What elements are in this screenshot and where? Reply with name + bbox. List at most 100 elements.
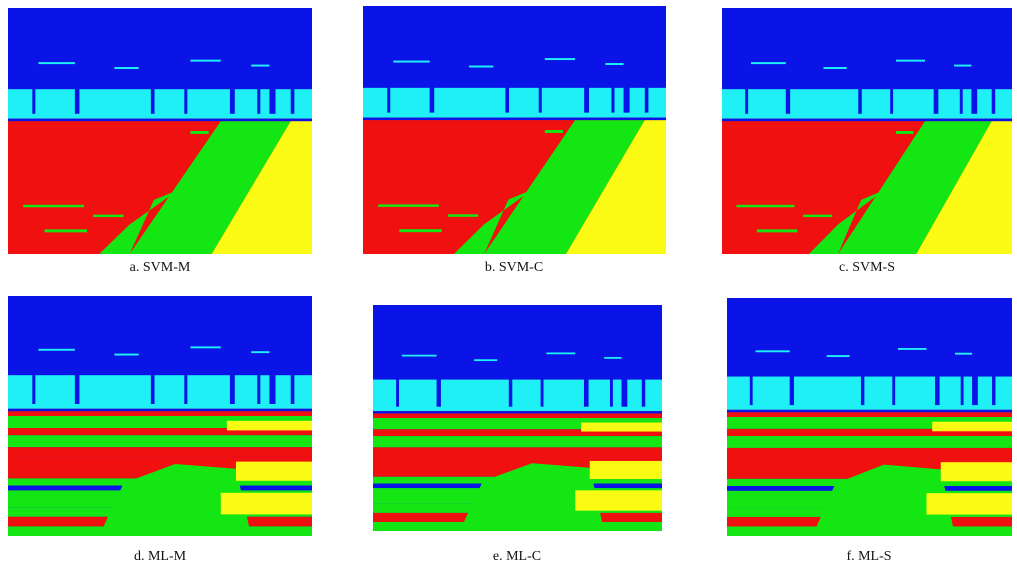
map-region bbox=[827, 355, 850, 357]
map-region bbox=[622, 375, 628, 407]
map-region bbox=[858, 84, 861, 114]
map-region bbox=[545, 130, 563, 133]
map-region bbox=[75, 370, 80, 404]
map-region bbox=[269, 370, 275, 404]
map-region bbox=[44, 229, 87, 232]
map-region bbox=[971, 84, 977, 114]
map-region bbox=[727, 436, 1012, 448]
map-region bbox=[363, 118, 666, 120]
map-region bbox=[861, 372, 864, 405]
map-region bbox=[221, 493, 312, 515]
map-region bbox=[890, 84, 893, 114]
map-region bbox=[727, 410, 1012, 412]
map-region bbox=[590, 461, 662, 479]
map-region bbox=[190, 131, 208, 134]
classification-map bbox=[8, 8, 312, 254]
map-region bbox=[756, 350, 790, 352]
map-region bbox=[505, 83, 509, 113]
map-region bbox=[257, 84, 260, 114]
map-region bbox=[399, 229, 441, 232]
caption: f. ML-S bbox=[769, 549, 969, 565]
classification-map bbox=[363, 6, 666, 254]
map-region bbox=[230, 84, 235, 114]
map-region bbox=[151, 84, 155, 114]
map-region bbox=[803, 215, 832, 217]
map-region bbox=[610, 375, 613, 407]
map-region bbox=[545, 58, 575, 60]
map-region bbox=[32, 84, 35, 114]
caption: e. ML-C bbox=[417, 549, 617, 565]
map-region bbox=[373, 436, 662, 447]
map-region bbox=[114, 67, 138, 69]
map-region bbox=[402, 355, 437, 357]
map-region bbox=[38, 62, 74, 64]
map-region bbox=[230, 370, 235, 404]
map-region bbox=[898, 348, 927, 350]
map-region bbox=[227, 421, 312, 431]
map-region bbox=[469, 66, 493, 68]
map-region bbox=[269, 84, 275, 114]
map-region bbox=[955, 353, 972, 355]
map-region bbox=[8, 435, 312, 447]
map-region bbox=[642, 375, 645, 407]
map-region bbox=[790, 372, 794, 405]
map-region bbox=[437, 375, 441, 407]
map-region bbox=[824, 67, 847, 69]
map-region bbox=[645, 83, 649, 113]
map-region bbox=[932, 422, 1012, 432]
map-region bbox=[190, 346, 220, 348]
classification-map bbox=[8, 296, 312, 536]
map-region bbox=[584, 375, 589, 407]
map-region bbox=[927, 493, 1013, 514]
map-region bbox=[114, 354, 138, 356]
map-region bbox=[190, 60, 220, 62]
map-region bbox=[941, 462, 1012, 481]
classification-map bbox=[373, 305, 662, 531]
caption: b. SVM-C bbox=[414, 260, 614, 276]
map-region bbox=[291, 370, 295, 404]
map-region bbox=[722, 89, 1012, 119]
map-region bbox=[75, 84, 80, 114]
map-region bbox=[184, 370, 187, 404]
map-region bbox=[8, 119, 312, 121]
map-region bbox=[896, 131, 913, 134]
map-region bbox=[722, 119, 1012, 121]
map-region bbox=[972, 372, 978, 405]
map-region bbox=[236, 462, 312, 481]
map-region bbox=[363, 88, 666, 118]
map-region bbox=[896, 60, 925, 62]
caption: a. SVM-M bbox=[60, 260, 260, 276]
map-region bbox=[727, 377, 1012, 410]
map-region bbox=[251, 65, 269, 67]
map-region bbox=[8, 89, 312, 119]
map-region bbox=[8, 409, 312, 411]
map-region bbox=[8, 450, 312, 457]
map-region bbox=[539, 83, 542, 113]
map-region bbox=[430, 83, 435, 113]
map-region bbox=[509, 375, 512, 407]
map-region bbox=[737, 205, 795, 207]
map-region bbox=[892, 372, 895, 405]
caption: c. SVM-S bbox=[767, 260, 967, 276]
map-region bbox=[604, 357, 621, 359]
map-region bbox=[32, 370, 35, 404]
map-region bbox=[584, 83, 589, 113]
map-region bbox=[291, 84, 295, 114]
map-region bbox=[546, 352, 575, 354]
map-region bbox=[373, 380, 662, 412]
map-region bbox=[960, 84, 963, 114]
map-region bbox=[448, 214, 478, 216]
map-region bbox=[745, 84, 748, 114]
map-region bbox=[541, 375, 544, 407]
map-region bbox=[751, 62, 786, 64]
map-region bbox=[992, 372, 995, 405]
map-region bbox=[373, 411, 662, 413]
map-region bbox=[38, 349, 74, 351]
map-region bbox=[474, 359, 497, 361]
map-region bbox=[257, 370, 260, 404]
map-region bbox=[373, 450, 662, 457]
map-region bbox=[396, 375, 399, 407]
map-region bbox=[961, 372, 964, 405]
map-region bbox=[23, 205, 84, 207]
map-region bbox=[757, 229, 798, 232]
